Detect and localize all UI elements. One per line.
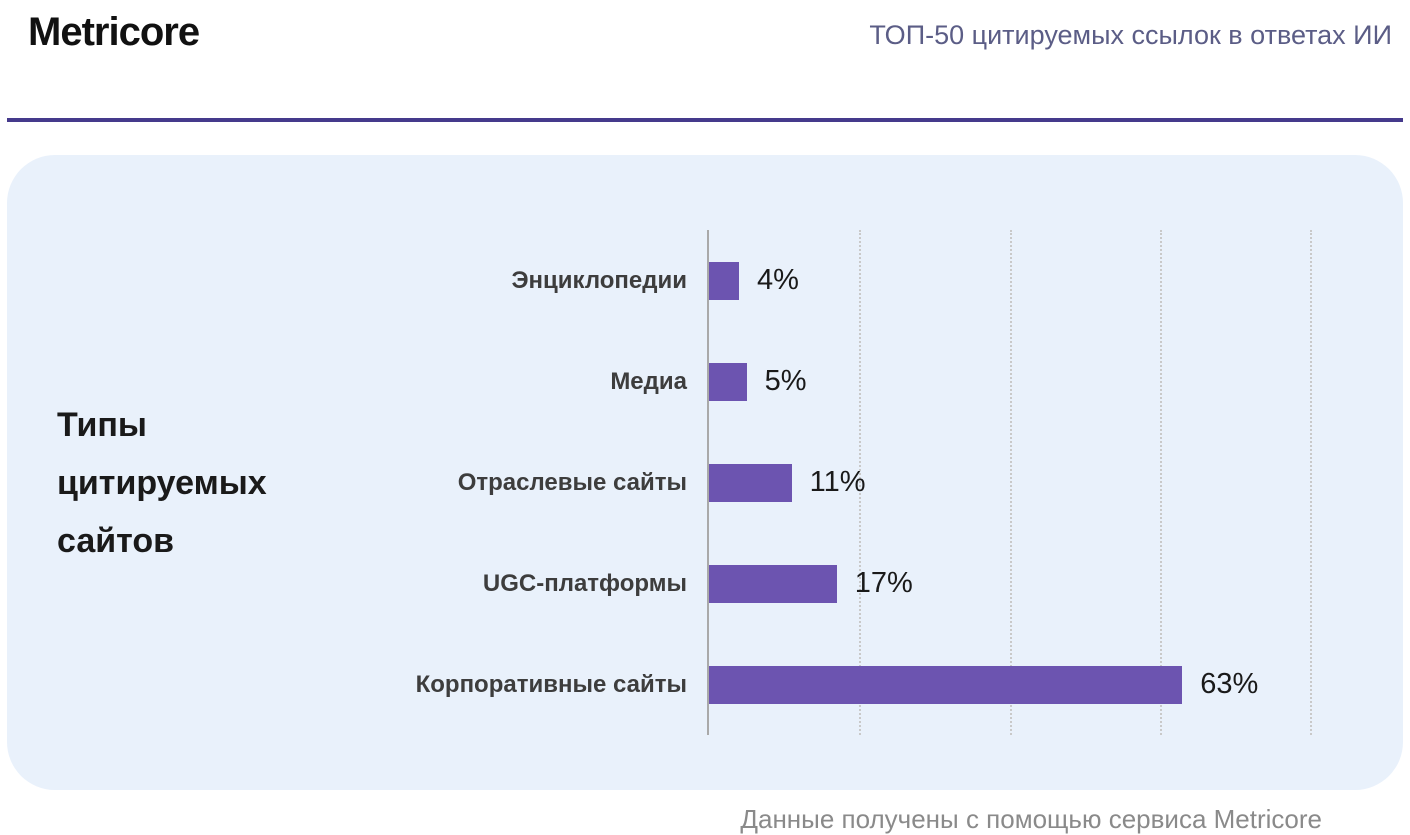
gridline <box>859 230 862 735</box>
bar-value-label: 5% <box>764 365 807 397</box>
bar-row: 5% <box>709 331 1310 432</box>
bar <box>709 564 837 603</box>
category-label: Медиа <box>610 367 687 395</box>
bar-value-label: 63% <box>1200 668 1259 700</box>
bar <box>709 665 1183 704</box>
category-label: Корпоративные сайты <box>415 670 687 698</box>
bar-value-label: 17% <box>854 567 913 599</box>
plot-area: 4% 5% 11% 17% 63% <box>707 230 1312 735</box>
page-header: Metricore ТОП-50 цитируемых ссылок в отв… <box>0 0 1410 118</box>
bar-row: 17% <box>709 533 1310 634</box>
source-caption: Данные получены с помощью сервиса Metric… <box>740 804 1322 834</box>
gridline <box>1009 230 1012 735</box>
category-label-row: Отраслевые сайты <box>7 432 707 533</box>
bar-value-label: 11% <box>809 466 866 498</box>
chart-card: Типы цитируемых сайтов Энциклопедии Меди… <box>7 155 1403 790</box>
category-label: Отраслевые сайты <box>457 468 687 496</box>
bar <box>709 362 747 401</box>
category-label-row: Энциклопедии <box>7 230 707 331</box>
bar-value-label: 4% <box>757 264 799 296</box>
category-label: UGC-платформы <box>482 569 687 597</box>
category-label-row: Медиа <box>7 331 707 432</box>
category-label-row: Корпоративные сайты <box>7 634 707 735</box>
gridline <box>1310 230 1312 735</box>
bar-row: 4% <box>709 230 1310 331</box>
bar-chart: Энциклопедии Медиа Отраслевые сайты UGC-… <box>7 230 1312 735</box>
category-labels: Энциклопедии Медиа Отраслевые сайты UGC-… <box>7 230 707 735</box>
bar-row: 11% <box>709 432 1310 533</box>
category-label-row: UGC-платформы <box>7 533 707 634</box>
bar <box>709 463 792 502</box>
page-title: ТОП-50 цитируемых ссылок в ответах ИИ <box>869 20 1392 50</box>
bar <box>709 261 740 300</box>
bar-row: 63% <box>709 634 1310 735</box>
metricore-logo: Metricore <box>28 10 200 54</box>
header-divider <box>7 118 1403 122</box>
chart-title: Типы цитируемых сайтов <box>57 406 267 560</box>
gridline <box>1159 230 1162 735</box>
category-label: Энциклопедии <box>511 266 687 294</box>
